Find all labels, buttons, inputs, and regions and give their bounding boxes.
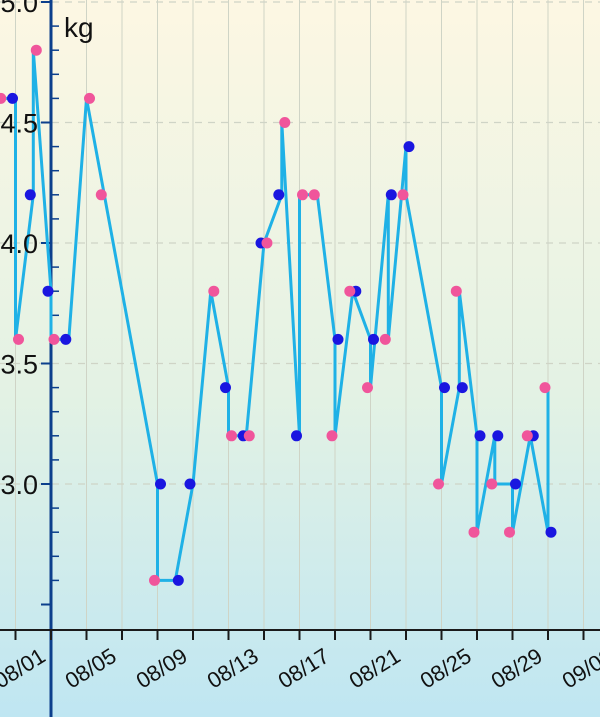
y-tick-label: 5.0 xyxy=(0,0,38,18)
data-point xyxy=(43,286,54,297)
data-point xyxy=(362,382,373,393)
data-point xyxy=(173,575,184,586)
data-point xyxy=(522,430,533,441)
data-point xyxy=(96,189,107,200)
data-point xyxy=(433,479,444,490)
data-point xyxy=(386,189,397,200)
y-tick-label: 3.5 xyxy=(0,350,38,380)
data-point xyxy=(540,382,551,393)
data-point xyxy=(185,479,196,490)
data-point xyxy=(149,575,160,586)
y-tick-label: 3.0 xyxy=(0,470,38,500)
data-point xyxy=(31,45,42,56)
data-point xyxy=(309,189,320,200)
data-point xyxy=(546,527,557,538)
data-point xyxy=(244,430,255,441)
data-point xyxy=(291,430,302,441)
data-point xyxy=(510,479,521,490)
data-point xyxy=(208,286,219,297)
data-point xyxy=(439,382,450,393)
y-tick-label: 4.0 xyxy=(0,229,38,259)
data-point xyxy=(327,430,338,441)
data-point xyxy=(504,527,515,538)
data-point xyxy=(220,382,231,393)
data-point xyxy=(25,189,36,200)
data-point xyxy=(333,334,344,345)
data-point xyxy=(475,430,486,441)
data-point xyxy=(404,141,415,152)
y-axis-unit-label: kg xyxy=(64,12,94,43)
data-point xyxy=(380,334,391,345)
data-point xyxy=(492,430,503,441)
data-point xyxy=(368,334,379,345)
data-point xyxy=(49,334,60,345)
data-point xyxy=(226,430,237,441)
data-point xyxy=(486,479,497,490)
data-point xyxy=(279,117,290,128)
data-point xyxy=(155,479,166,490)
data-point xyxy=(469,527,480,538)
data-point xyxy=(13,334,24,345)
data-point xyxy=(398,189,409,200)
data-point xyxy=(451,286,462,297)
data-point xyxy=(7,93,18,104)
data-point xyxy=(273,189,284,200)
data-point xyxy=(457,382,468,393)
data-point xyxy=(84,93,95,104)
data-point xyxy=(297,189,308,200)
data-point xyxy=(262,238,273,249)
y-tick-label: 4.5 xyxy=(0,109,38,139)
data-point xyxy=(60,334,71,345)
data-point xyxy=(344,286,355,297)
